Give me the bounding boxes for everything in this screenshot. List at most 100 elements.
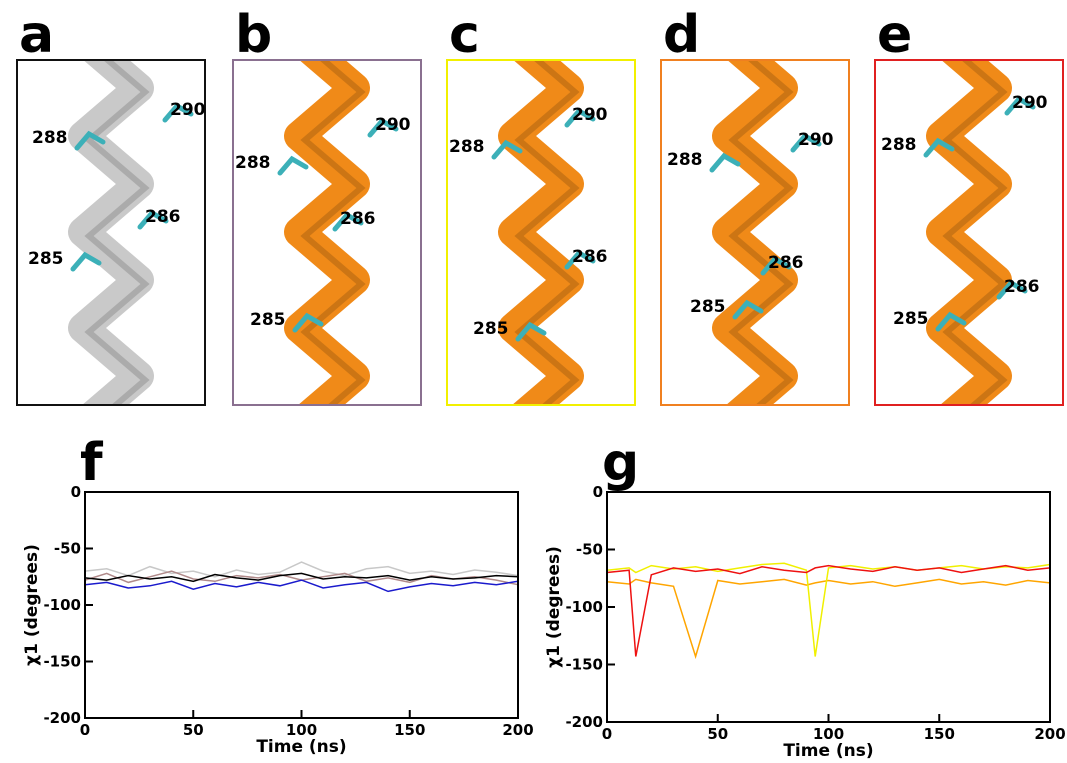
y-tick-label: 0 [71,483,81,501]
panel-frame [446,59,636,406]
y-tick-label: -100 [565,598,603,616]
x-tick-label: 50 [183,721,204,739]
side-chain [162,102,194,123]
series-line [84,579,519,593]
series-line [606,578,1051,660]
helix-shade [942,60,1008,405]
side-chain [709,152,741,173]
helix-shade [514,60,580,405]
residue-label: 290 [798,130,834,150]
series-line [606,564,1051,657]
side-chain [70,251,102,272]
helix-shade [84,60,150,405]
residue-label: 288 [32,128,68,148]
plot-frame [84,491,519,719]
y-axis-label: χ1 (degrees) [544,546,564,668]
panel-letter: b [235,5,272,65]
x-tick-label: 200 [1034,725,1065,743]
side-chain [277,155,309,176]
side-chain [332,211,364,232]
panel-letter: f [80,433,104,493]
helix [68,60,154,405]
series-line [84,561,519,578]
side-chain [935,311,967,332]
side-chain [367,117,399,138]
x-tick-label: 150 [924,725,955,743]
helix [712,60,798,405]
residue-label: 290 [1012,93,1048,113]
residue-label: 286 [572,247,608,267]
panel-letter: c [449,5,480,65]
y-tick-label: -200 [43,709,81,727]
helix [926,60,1012,405]
panel-frame [232,59,422,406]
side-chain [732,299,764,320]
series-line [606,562,1051,657]
x-axis-label: Time (ns) [256,737,346,757]
y-tick-label: -150 [43,653,81,671]
x-tick-label: 100 [813,725,844,743]
plot-frame [606,491,1051,723]
residue-label: 288 [235,153,271,173]
helix [498,60,584,405]
x-tick-label: 100 [286,721,317,739]
residue-label: 288 [449,137,485,157]
residue-label: 288 [881,135,917,155]
residue-label: 290 [572,105,608,125]
y-tick-label: -100 [43,596,81,614]
panel-letter: a [19,5,54,65]
molecule [68,60,194,405]
panel-frame [16,59,206,406]
panel-frame [874,59,1064,406]
y-tick-label: -150 [565,656,603,674]
helix-shade [728,60,794,405]
side-chain [564,107,596,128]
x-tick-label: 0 [80,721,90,739]
x-tick-label: 150 [394,721,425,739]
molecule [923,60,1036,405]
x-tick-label: 200 [502,721,533,739]
residue-label: 285 [893,309,929,329]
y-tick-label: 0 [593,483,603,501]
residue-label: 286 [1004,277,1040,297]
residue-label: 285 [250,310,286,330]
residue-label: 288 [667,150,703,170]
x-tick-label: 0 [602,725,612,743]
side-chain [790,132,822,153]
residue-label: 286 [768,253,804,273]
helix-shade [300,60,366,405]
panel-letter: d [663,5,700,65]
side-chain [996,279,1028,300]
y-axis-label: χ1 (degrees) [22,544,42,666]
residue-label: 285 [28,249,64,269]
side-chain [760,255,792,276]
y-tick-label: -50 [576,541,603,559]
residue-label: 285 [473,319,509,339]
side-chain [1004,95,1036,116]
side-chain [74,130,106,151]
side-chain [564,249,596,270]
panel-letter: g [602,433,639,493]
y-tick-label: -50 [54,540,81,558]
y-tick-label: -200 [565,713,603,731]
residue-label: 286 [340,209,376,229]
side-chain [923,137,955,158]
side-chain [137,209,169,230]
side-chain [515,321,547,342]
molecule [709,60,822,405]
molecule [491,60,596,405]
x-tick-label: 50 [707,725,728,743]
residue-label: 290 [170,100,206,120]
residue-label: 285 [690,297,726,317]
residue-label: 290 [375,115,411,135]
series-line [84,572,519,583]
panel-letter: e [877,5,912,65]
helix [284,60,370,405]
side-chain [292,312,324,333]
molecule [277,60,399,405]
side-chain [491,139,523,160]
residue-label: 286 [145,207,181,227]
panel-frame [660,59,850,406]
